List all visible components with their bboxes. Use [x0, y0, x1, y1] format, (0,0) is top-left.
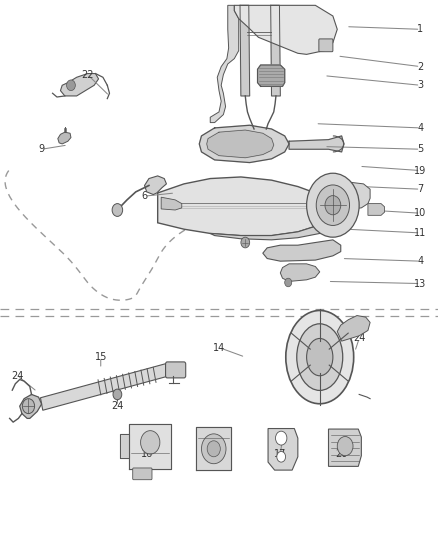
Ellipse shape	[297, 324, 343, 390]
Circle shape	[141, 431, 160, 454]
Polygon shape	[263, 240, 341, 261]
Polygon shape	[332, 182, 370, 209]
Text: 4: 4	[417, 123, 424, 133]
Polygon shape	[368, 204, 385, 215]
Circle shape	[276, 431, 287, 445]
Text: 2: 2	[417, 62, 424, 71]
Text: 3: 3	[417, 80, 424, 90]
Circle shape	[277, 451, 286, 462]
Text: 9: 9	[39, 144, 45, 154]
Circle shape	[22, 399, 35, 414]
Text: 15: 15	[95, 352, 107, 362]
Polygon shape	[210, 216, 332, 240]
Circle shape	[307, 173, 359, 237]
Polygon shape	[210, 5, 239, 123]
Polygon shape	[337, 316, 370, 341]
Text: 24: 24	[11, 371, 24, 381]
Polygon shape	[60, 74, 99, 96]
Circle shape	[316, 185, 350, 225]
Ellipse shape	[307, 338, 333, 376]
Text: 24: 24	[111, 401, 124, 411]
Text: 24: 24	[353, 334, 365, 343]
Text: 6: 6	[141, 191, 148, 201]
Text: 20: 20	[336, 449, 348, 459]
Polygon shape	[161, 197, 182, 210]
Polygon shape	[280, 264, 320, 281]
Circle shape	[285, 278, 292, 287]
FancyBboxPatch shape	[133, 468, 152, 480]
Circle shape	[201, 434, 226, 464]
Text: 4: 4	[417, 256, 424, 266]
Polygon shape	[328, 429, 361, 466]
Text: 1: 1	[417, 25, 424, 34]
FancyBboxPatch shape	[319, 39, 333, 52]
Polygon shape	[40, 362, 172, 410]
Text: 13: 13	[414, 279, 427, 288]
Polygon shape	[129, 424, 171, 469]
Polygon shape	[196, 427, 231, 470]
Circle shape	[241, 237, 250, 248]
Text: 5: 5	[417, 144, 424, 154]
Polygon shape	[289, 136, 344, 152]
Text: 7: 7	[417, 184, 424, 194]
Circle shape	[207, 441, 220, 457]
Text: 11: 11	[414, 228, 427, 238]
Circle shape	[67, 80, 75, 91]
Polygon shape	[20, 394, 42, 418]
Polygon shape	[268, 429, 298, 470]
Ellipse shape	[286, 310, 354, 404]
Text: 14: 14	[213, 343, 225, 352]
Circle shape	[113, 389, 122, 400]
Text: 17: 17	[274, 449, 286, 459]
Polygon shape	[240, 5, 250, 96]
Polygon shape	[199, 125, 289, 163]
Polygon shape	[58, 132, 71, 144]
Circle shape	[325, 196, 341, 215]
Polygon shape	[158, 177, 333, 236]
Polygon shape	[207, 130, 274, 158]
FancyBboxPatch shape	[166, 362, 186, 378]
Polygon shape	[271, 5, 280, 96]
Text: 10: 10	[414, 208, 427, 218]
Circle shape	[112, 204, 123, 216]
Text: 16: 16	[141, 449, 153, 459]
Circle shape	[337, 437, 353, 456]
Polygon shape	[258, 65, 285, 86]
Text: 19: 19	[414, 166, 427, 175]
Text: 22: 22	[81, 70, 94, 79]
Polygon shape	[234, 5, 337, 54]
Text: 19: 19	[206, 449, 219, 459]
Polygon shape	[120, 434, 129, 458]
Polygon shape	[145, 176, 166, 195]
